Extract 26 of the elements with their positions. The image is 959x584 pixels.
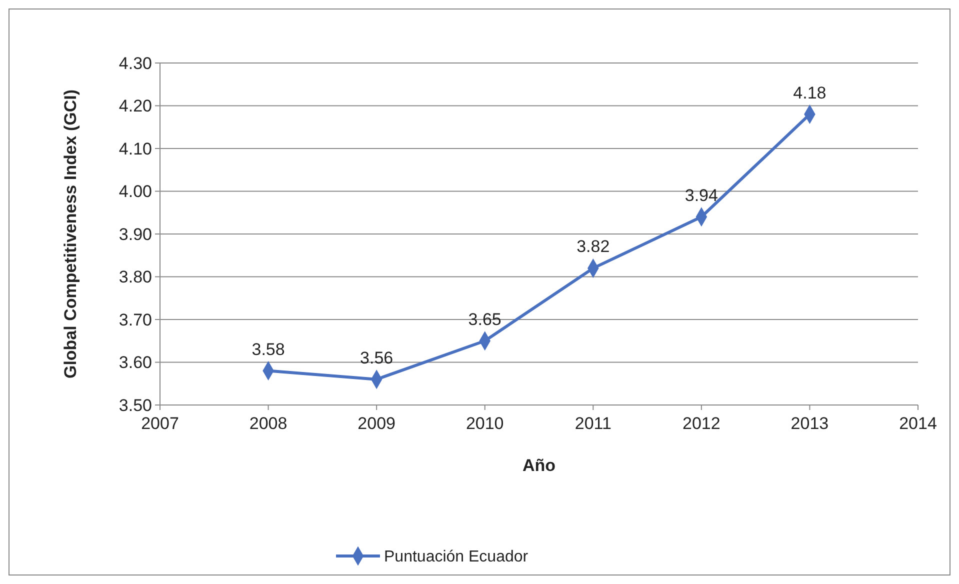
data-label: 3.65 (468, 310, 502, 329)
y-tick-label: 4.10 (118, 139, 152, 158)
y-tick-label: 4.20 (118, 96, 152, 116)
legend-label: Puntuación Ecuador (384, 548, 529, 566)
data-label: 3.82 (576, 237, 610, 256)
y-tick-label: 4.30 (118, 54, 152, 73)
x-axis-title: Año (522, 456, 556, 475)
data-label: 3.94 (684, 186, 718, 205)
x-tick-label: 2010 (466, 414, 504, 433)
x-tick-label: 2007 (141, 414, 179, 433)
x-tick-label: 2012 (682, 414, 720, 433)
x-tick-label: 2011 (574, 414, 612, 433)
y-tick-label: 3.80 (118, 268, 152, 287)
y-tick-label: 3.50 (118, 396, 152, 415)
data-label: 3.58 (252, 340, 285, 359)
x-tick-label: 2014 (899, 414, 937, 433)
y-tick-label: 3.60 (118, 353, 152, 372)
x-tick-label: 2009 (358, 414, 396, 433)
y-axis-title: Global Competitiveness Index (GCI) (61, 89, 80, 379)
data-label: 3.56 (360, 348, 394, 368)
data-label: 4.18 (793, 83, 826, 102)
y-tick-label: 3.70 (118, 310, 152, 330)
x-tick-label: 2013 (790, 414, 829, 433)
x-tick-label: 2008 (249, 414, 288, 433)
y-tick-label: 4.00 (118, 182, 152, 202)
y-tick-label: 3.90 (118, 224, 152, 244)
